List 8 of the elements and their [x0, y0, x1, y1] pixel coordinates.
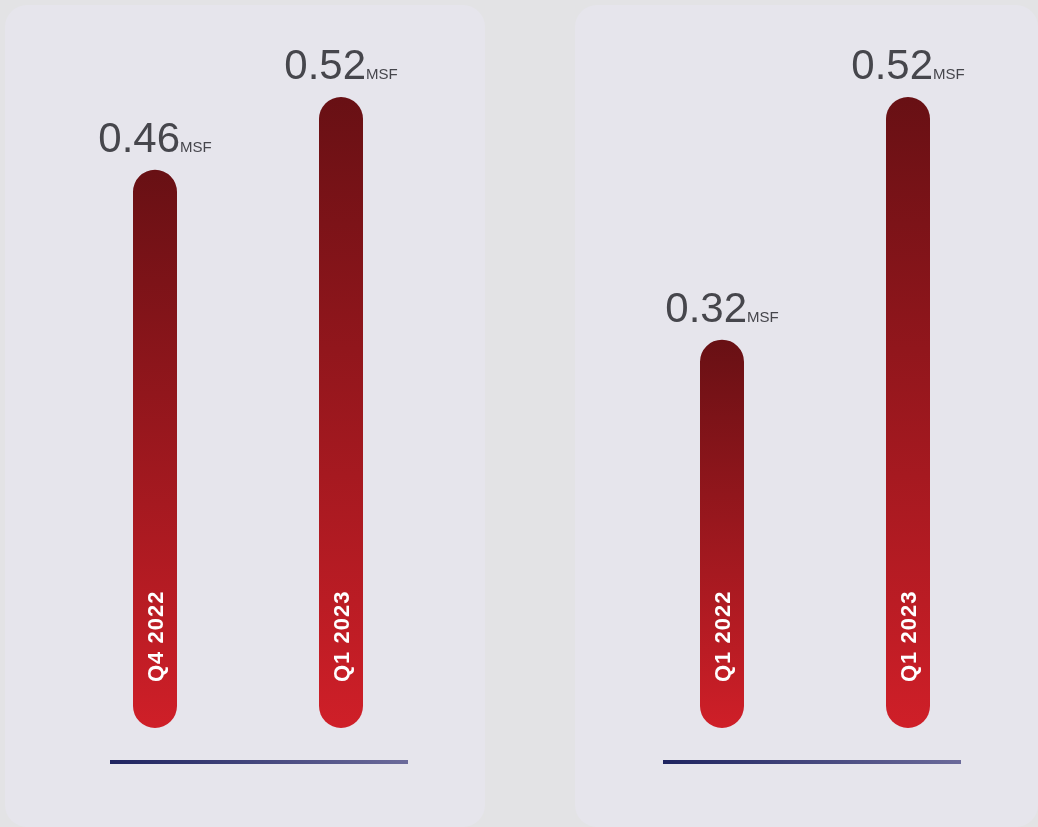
data-label: 0.52MSF: [851, 41, 965, 88]
x-tick-label: Q1 2023: [895, 590, 921, 682]
data-label: 0.32MSF: [665, 283, 779, 331]
data-label: 0.46MSF: [98, 113, 212, 161]
x-tick-label: Q1 2023: [328, 590, 354, 682]
x-tick-label: Q4 2022: [142, 590, 168, 682]
data-label: 0.52MSF: [284, 41, 398, 88]
x-tick-label: Q1 2022: [709, 590, 735, 682]
